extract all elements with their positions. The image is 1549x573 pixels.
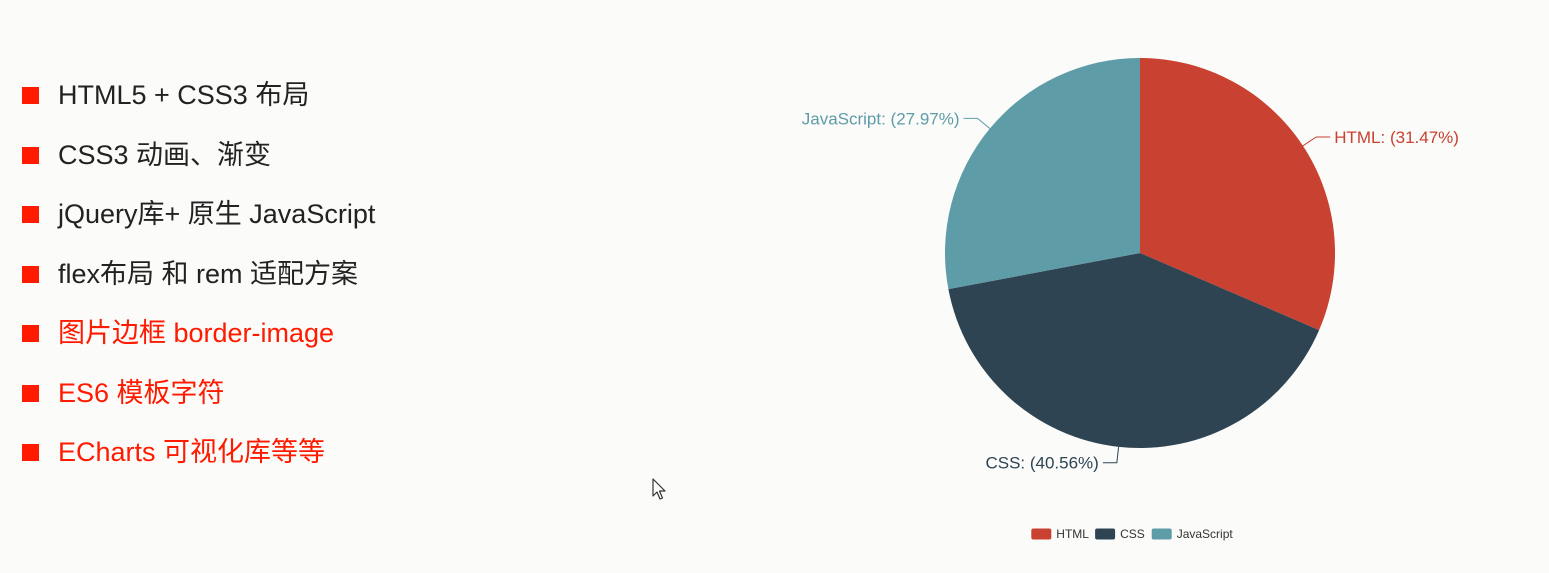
slice-label-html: HTML: (31.47%) — [1334, 128, 1459, 147]
red-square-bullet-icon — [22, 87, 39, 105]
feature-item-flex-rem: flex布局 和 rem 适配方案 — [22, 245, 375, 305]
legend-item-css[interactable]: CSS — [1095, 527, 1145, 541]
red-square-bullet-icon — [22, 206, 39, 224]
feature-item-label: ES6 模板字符 — [58, 377, 225, 408]
red-square-bullet-icon — [22, 265, 39, 283]
legend-swatch — [1151, 528, 1172, 540]
red-square-bullet-icon — [22, 325, 39, 343]
feature-item-css3-animation: CSS3 动画、渐变 — [22, 126, 375, 186]
mouse-pointer-icon — [652, 478, 666, 500]
feature-item-border-image: 图片边框 border-image — [22, 304, 375, 364]
pie-slice-css[interactable] — [948, 253, 1320, 448]
pie-slice-html[interactable] — [1140, 58, 1335, 331]
feature-item-jquery: jQuery库+ 原生 JavaScript — [22, 185, 375, 245]
legend-swatch — [1095, 528, 1116, 540]
legend-label: HTML — [1056, 527, 1089, 541]
feature-item-label: flex布局 和 rem 适配方案 — [58, 258, 359, 289]
feature-list: HTML5 + CSS3 布局 CSS3 动画、渐变 jQuery库+ 原生 J… — [22, 66, 375, 483]
legend-item-javascript[interactable]: JavaScript — [1151, 527, 1234, 541]
feature-item-html5-css3: HTML5 + CSS3 布局 — [22, 66, 375, 126]
pie-slice-javascript[interactable] — [944, 58, 1140, 290]
slice-label-javascript: JavaScript: (27.97%) — [802, 109, 960, 128]
red-square-bullet-icon — [22, 146, 39, 164]
feature-item-es6-template: ES6 模板字符 — [22, 364, 375, 424]
legend-swatch — [1031, 528, 1052, 540]
label-line-javascript — [963, 117, 991, 129]
feature-item-echarts: ECharts 可视化库等等 — [22, 423, 375, 483]
red-square-bullet-icon — [22, 444, 39, 462]
feature-item-label: jQuery库+ 原生 JavaScript — [58, 199, 376, 230]
label-line-html — [1302, 136, 1331, 147]
legend-label: JavaScript — [1177, 527, 1234, 541]
feature-item-label: HTML5 + CSS3 布局 — [58, 80, 310, 111]
feature-item-label: CSS3 动画、渐变 — [58, 139, 272, 170]
label-line-css — [1102, 446, 1120, 464]
feature-item-label: ECharts 可视化库等等 — [58, 437, 326, 468]
slice-label-css: CSS: (40.56%) — [985, 454, 1098, 473]
red-square-bullet-icon — [22, 384, 39, 402]
legend-label: CSS — [1120, 527, 1145, 541]
legend-item-html[interactable]: HTML — [1031, 527, 1089, 541]
feature-item-label: 图片边框 border-image — [58, 318, 335, 349]
